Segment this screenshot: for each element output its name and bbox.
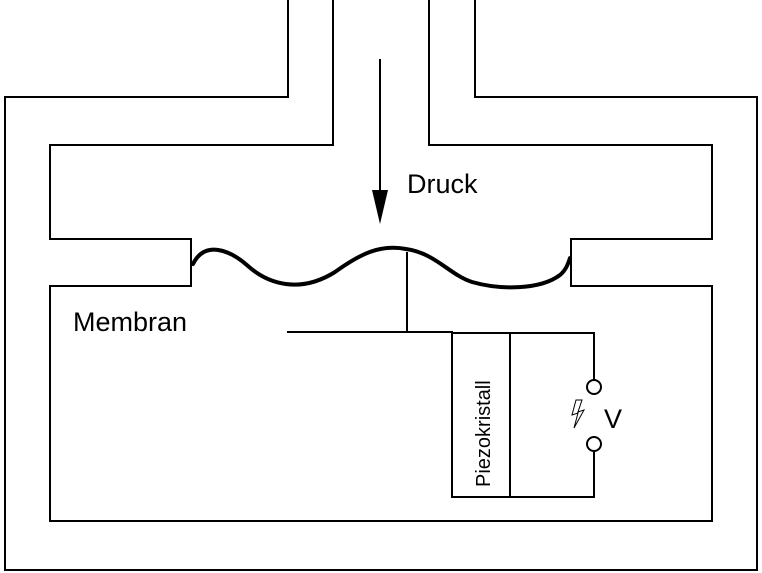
terminal-top <box>586 379 602 395</box>
label-voltage: V <box>604 404 622 434</box>
circuit-wire <box>510 332 595 498</box>
label-membrane: Membran <box>73 307 187 337</box>
membrane <box>191 245 572 290</box>
arrow-down-icon <box>372 59 388 224</box>
piezo-crystal <box>451 332 511 498</box>
label-pressure: Druck <box>407 169 478 199</box>
housing-outer-wall <box>4 0 758 571</box>
upper-chamber-wall-right <box>428 0 713 266</box>
lightning-bolt-icon <box>571 399 586 429</box>
label-crystal: Piezokristall <box>473 380 495 487</box>
lower-chamber-wall <box>49 266 713 522</box>
upper-chamber-wall <box>49 0 334 266</box>
terminal-bottom <box>586 436 602 452</box>
